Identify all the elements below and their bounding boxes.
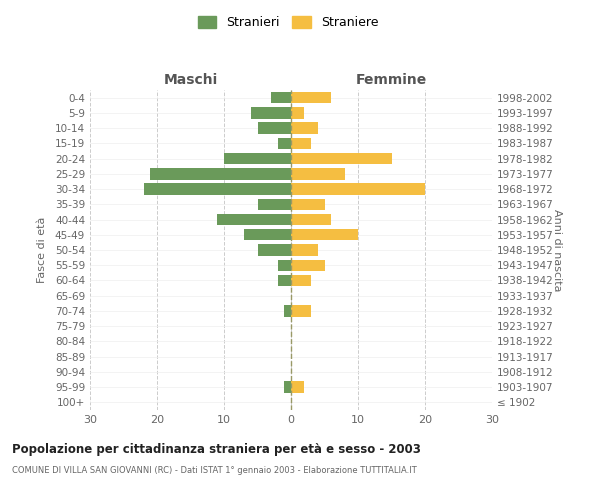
Bar	[284, 305, 291, 316]
Bar	[291, 107, 304, 118]
Bar	[291, 122, 318, 134]
Text: COMUNE DI VILLA SAN GIOVANNI (RC) - Dati ISTAT 1° gennaio 2003 - Elaborazione TU: COMUNE DI VILLA SAN GIOVANNI (RC) - Dati…	[12, 466, 417, 475]
Bar	[151, 168, 291, 179]
Bar	[278, 260, 291, 271]
Bar	[291, 260, 325, 271]
Bar	[143, 184, 291, 195]
Legend: Stranieri, Straniere: Stranieri, Straniere	[197, 16, 379, 29]
Text: Femmine: Femmine	[356, 73, 427, 87]
Bar	[257, 122, 291, 134]
Bar	[278, 275, 291, 286]
Bar	[291, 92, 331, 104]
Bar	[257, 244, 291, 256]
Bar	[217, 214, 291, 225]
Bar	[251, 107, 291, 118]
Bar	[291, 184, 425, 195]
Bar	[271, 92, 291, 104]
Bar	[224, 153, 291, 164]
Bar	[257, 198, 291, 210]
Bar	[291, 244, 318, 256]
Bar	[291, 305, 311, 316]
Bar	[291, 138, 311, 149]
Bar	[244, 229, 291, 240]
Text: Popolazione per cittadinanza straniera per età e sesso - 2003: Popolazione per cittadinanza straniera p…	[12, 442, 421, 456]
Bar	[284, 382, 291, 393]
Bar	[291, 229, 358, 240]
Bar	[291, 198, 325, 210]
Bar	[291, 214, 331, 225]
Bar	[291, 153, 392, 164]
Y-axis label: Fasce di età: Fasce di età	[37, 217, 47, 283]
Bar	[291, 168, 344, 179]
Bar	[291, 275, 311, 286]
Bar	[278, 138, 291, 149]
Bar	[291, 382, 304, 393]
Y-axis label: Anni di nascita: Anni di nascita	[552, 209, 562, 291]
Text: Maschi: Maschi	[163, 73, 218, 87]
